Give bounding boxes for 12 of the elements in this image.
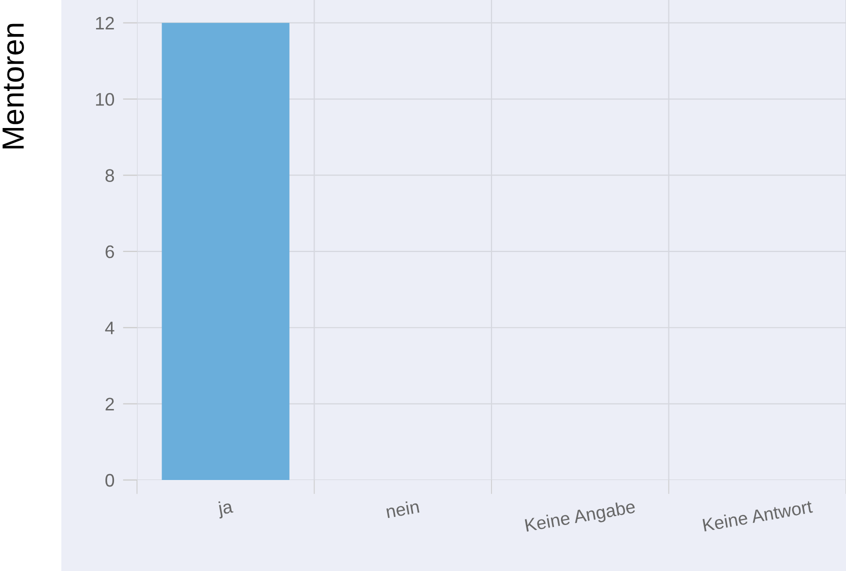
y-tick-label: 2 xyxy=(106,398,114,410)
y-axis-title: Mentoren xyxy=(2,24,24,148)
y-tick-label: 12 xyxy=(96,16,114,30)
y-tick-label: 0 xyxy=(105,474,114,487)
y-tick-label: 4 xyxy=(105,322,114,334)
y-tick-label: 10 xyxy=(96,92,114,106)
x-tick-label: Keine Angabe xyxy=(524,500,636,536)
x-tick-label: nein xyxy=(386,500,420,518)
x-tick-label: Keine Antwort xyxy=(702,499,813,532)
y-tick-label: 8 xyxy=(106,169,114,182)
x-tick-label: ja xyxy=(216,499,234,519)
y-tick-label: 6 xyxy=(106,245,114,258)
